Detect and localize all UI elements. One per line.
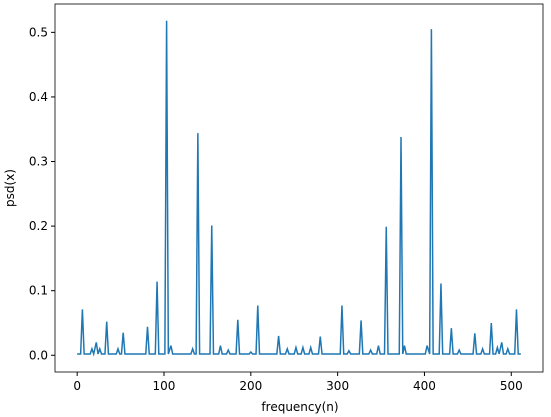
plot-frame xyxy=(54,3,544,373)
x-tick-label: 400 xyxy=(413,379,436,393)
x-tick-label: 300 xyxy=(326,379,349,393)
y-axis-label: psd(x) xyxy=(3,169,17,207)
y-tick-label: 0.4 xyxy=(29,90,48,104)
y-tick-label: 0.2 xyxy=(29,219,48,233)
y-tick-label: 0.3 xyxy=(29,155,48,169)
x-axis-label: frequency(n) xyxy=(261,400,338,414)
x-tick-label: 0 xyxy=(73,379,81,393)
line xyxy=(77,20,521,357)
x-tick-label: 500 xyxy=(500,379,523,393)
y-tick-label: 0.1 xyxy=(29,284,48,298)
x-tick-label: 200 xyxy=(239,379,262,393)
x-tick-label: 100 xyxy=(153,379,176,393)
y-tick-label: 0.0 xyxy=(29,348,48,362)
y-tick-label: 0.5 xyxy=(29,25,48,39)
